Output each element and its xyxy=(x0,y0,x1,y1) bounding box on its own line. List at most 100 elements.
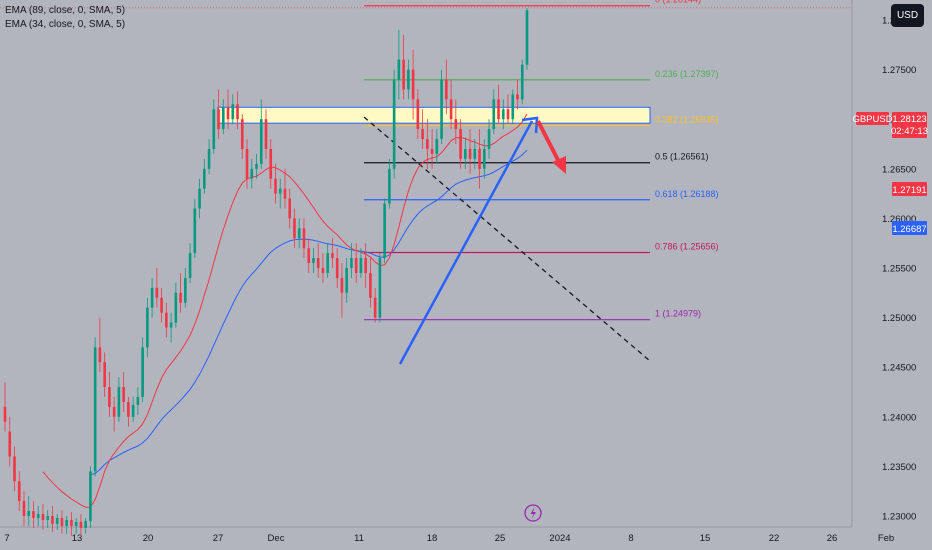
y-tick-label: 1.26500 xyxy=(882,164,916,175)
candle-body xyxy=(426,139,429,149)
candle-body xyxy=(8,431,12,457)
y-tick-label: 1.23000 xyxy=(882,512,916,523)
x-tick-label: Dec xyxy=(268,533,285,544)
candle-body xyxy=(440,79,443,140)
candle-body xyxy=(350,258,353,268)
candle-body xyxy=(331,253,334,259)
price-tag: 1.27191 xyxy=(892,182,927,196)
x-tick-label: 13 xyxy=(72,533,83,544)
currency-button[interactable]: USD xyxy=(891,4,924,27)
candle-body xyxy=(316,258,320,268)
candle-body xyxy=(478,148,481,169)
candle-body xyxy=(146,307,149,348)
candle-body xyxy=(22,501,26,516)
candle-body xyxy=(525,10,529,65)
x-tick-label: 7 xyxy=(4,533,9,544)
candle-body xyxy=(250,168,254,179)
trend-line-dashed xyxy=(363,116,651,362)
lightning-icon[interactable] xyxy=(524,504,542,522)
candle-body xyxy=(392,79,396,169)
candle-body xyxy=(259,119,263,164)
candle-body xyxy=(383,203,386,259)
candle-body xyxy=(150,287,154,308)
fib-level-label: 0.5 (1.26561) xyxy=(655,152,709,162)
fib-level-label: 0.236 (1.27397) xyxy=(655,69,719,79)
candle-body xyxy=(93,347,97,472)
candle-body xyxy=(207,148,211,169)
candle-body xyxy=(70,519,73,526)
candle-body xyxy=(402,59,405,90)
candle-body xyxy=(65,519,68,526)
candle-body xyxy=(445,79,448,100)
x-tick-label: 2024 xyxy=(549,533,570,544)
candle-body xyxy=(174,292,178,323)
candle-body xyxy=(397,59,401,80)
candle-body xyxy=(131,404,135,417)
symbol-label: GBPUSD xyxy=(852,114,892,125)
candle-body xyxy=(416,99,420,130)
candle-body xyxy=(141,347,144,397)
candle-body xyxy=(231,104,235,120)
candle-body xyxy=(293,218,296,239)
candle-body xyxy=(74,521,78,526)
fib-level-label: 0 (1.28144) xyxy=(655,0,701,5)
candle-body xyxy=(264,119,268,149)
countdown-label: 02:47:13 xyxy=(891,126,928,137)
candle-body xyxy=(165,312,168,328)
candle-body xyxy=(36,514,40,518)
indicator-legend: EMA (89, close, 0, SMA, 5) EMA (34, clos… xyxy=(5,4,125,32)
candle-body xyxy=(449,99,453,120)
candle-body xyxy=(335,258,339,278)
candle-body xyxy=(421,129,424,140)
candle-body xyxy=(501,109,505,120)
candle-body xyxy=(307,248,311,264)
candle-body xyxy=(3,406,7,422)
candle-body xyxy=(184,277,187,303)
x-tick-label: 18 xyxy=(427,533,438,544)
legend-ema-89[interactable]: EMA (89, close, 0, SMA, 5) xyxy=(5,5,126,16)
y-tick-label: 1.27500 xyxy=(882,65,916,76)
candle-body xyxy=(27,511,31,516)
ema-89-line xyxy=(90,149,528,476)
candle-body xyxy=(464,148,467,159)
x-tick-label: 20 xyxy=(143,533,154,544)
legend-ema-34[interactable]: EMA (34, close, 0, SMA, 5) xyxy=(5,19,126,30)
candle-body xyxy=(108,387,111,407)
candle-body xyxy=(46,516,50,520)
candle-body xyxy=(373,297,377,318)
candle-body xyxy=(193,208,197,254)
candle-body xyxy=(435,139,439,154)
candle-body xyxy=(459,129,462,159)
fib-level-label: 0.786 (1.25656) xyxy=(655,242,719,252)
price-tag-label: 1.26687 xyxy=(892,224,926,235)
candle-body xyxy=(236,104,239,120)
candle-body xyxy=(278,188,282,194)
candle-body xyxy=(155,287,159,298)
candle-body xyxy=(297,228,301,239)
candle-body xyxy=(98,347,102,363)
candle-body xyxy=(169,322,173,328)
x-tick-label: 8 xyxy=(628,533,633,544)
supply-zone xyxy=(217,106,651,124)
candle-body xyxy=(198,188,201,209)
candle-body xyxy=(364,258,367,273)
y-tick-label: 1.26000 xyxy=(882,214,916,225)
y-tick-label: 1.24000 xyxy=(882,412,916,423)
candle-body xyxy=(122,387,125,402)
candle-body xyxy=(520,64,524,100)
last-price-box xyxy=(892,112,927,138)
fib-level-label: 0.382 (1.26935) xyxy=(655,115,719,125)
y-tick-label: 1.25500 xyxy=(882,264,916,275)
candle-body xyxy=(84,520,87,528)
candle-body xyxy=(112,406,116,417)
x-tick-label: Feb xyxy=(878,533,894,544)
candle-body xyxy=(283,188,287,199)
candle-body xyxy=(288,198,292,219)
candle-body xyxy=(41,514,45,520)
candle-body xyxy=(506,109,510,120)
candle-body xyxy=(369,272,372,298)
x-tick-label: 22 xyxy=(769,533,780,544)
candle-body xyxy=(217,109,220,130)
